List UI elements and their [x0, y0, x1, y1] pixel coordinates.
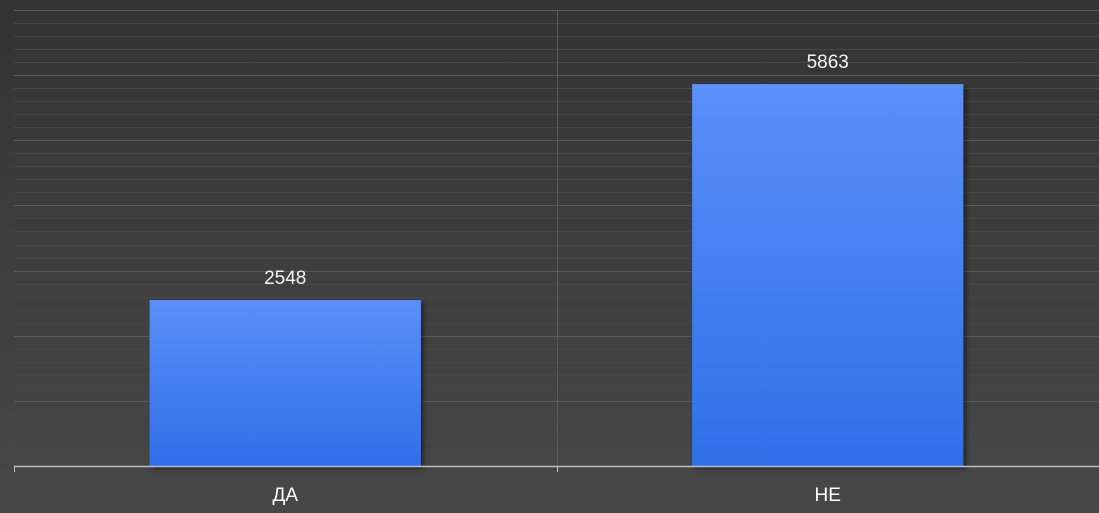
x-tick-label-2: НЕ [815, 485, 841, 506]
data-label-2: 5863 [807, 52, 849, 73]
labels: 2548 ДА 5863 НЕ [264, 52, 849, 506]
x-tick-label-1: ДА [272, 485, 298, 506]
data-label-1: 2548 [264, 268, 306, 289]
bars [149, 84, 964, 466]
bar-1 [149, 300, 421, 466]
bar-2 [692, 84, 964, 466]
x-axis [14, 465, 1099, 472]
